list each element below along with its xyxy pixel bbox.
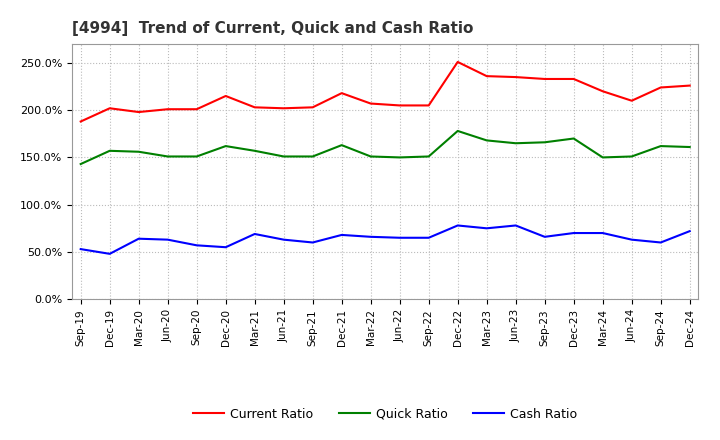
Quick Ratio <box>251 148 259 154</box>
Quick Ratio <box>482 138 491 143</box>
Quick Ratio <box>424 154 433 159</box>
Current Ratio <box>279 106 288 111</box>
Quick Ratio <box>657 143 665 149</box>
Cash Ratio <box>657 240 665 245</box>
Quick Ratio <box>627 154 636 159</box>
Current Ratio <box>424 103 433 108</box>
Quick Ratio <box>454 128 462 134</box>
Cash Ratio <box>627 237 636 242</box>
Current Ratio <box>598 88 607 94</box>
Cash Ratio <box>76 246 85 252</box>
Quick Ratio <box>135 149 143 154</box>
Quick Ratio <box>338 143 346 148</box>
Quick Ratio <box>105 148 114 154</box>
Line: Current Ratio: Current Ratio <box>81 62 690 121</box>
Current Ratio <box>76 119 85 124</box>
Quick Ratio <box>685 144 694 150</box>
Current Ratio <box>135 110 143 115</box>
Current Ratio <box>627 98 636 103</box>
Cash Ratio <box>105 251 114 257</box>
Quick Ratio <box>279 154 288 159</box>
Legend: Current Ratio, Quick Ratio, Cash Ratio: Current Ratio, Quick Ratio, Cash Ratio <box>188 403 582 425</box>
Current Ratio <box>192 106 201 112</box>
Quick Ratio <box>598 155 607 160</box>
Current Ratio <box>570 76 578 81</box>
Cash Ratio <box>685 228 694 234</box>
Quick Ratio <box>395 155 404 160</box>
Cash Ratio <box>541 234 549 239</box>
Cash Ratio <box>163 237 172 242</box>
Current Ratio <box>251 105 259 110</box>
Quick Ratio <box>221 143 230 149</box>
Cash Ratio <box>279 237 288 242</box>
Current Ratio <box>395 103 404 108</box>
Current Ratio <box>366 101 375 106</box>
Cash Ratio <box>395 235 404 240</box>
Cash Ratio <box>366 234 375 239</box>
Current Ratio <box>454 59 462 65</box>
Current Ratio <box>105 106 114 111</box>
Current Ratio <box>685 83 694 88</box>
Current Ratio <box>657 85 665 90</box>
Text: [4994]  Trend of Current, Quick and Cash Ratio: [4994] Trend of Current, Quick and Cash … <box>72 21 473 36</box>
Cash Ratio <box>424 235 433 240</box>
Quick Ratio <box>76 161 85 167</box>
Cash Ratio <box>598 231 607 236</box>
Quick Ratio <box>511 141 520 146</box>
Current Ratio <box>308 105 317 110</box>
Quick Ratio <box>192 154 201 159</box>
Current Ratio <box>221 93 230 99</box>
Cash Ratio <box>308 240 317 245</box>
Cash Ratio <box>570 231 578 236</box>
Current Ratio <box>163 106 172 112</box>
Quick Ratio <box>308 154 317 159</box>
Cash Ratio <box>338 232 346 238</box>
Quick Ratio <box>163 154 172 159</box>
Cash Ratio <box>192 243 201 248</box>
Cash Ratio <box>251 231 259 237</box>
Line: Quick Ratio: Quick Ratio <box>81 131 690 164</box>
Quick Ratio <box>366 154 375 159</box>
Cash Ratio <box>221 245 230 250</box>
Line: Cash Ratio: Cash Ratio <box>81 225 690 254</box>
Quick Ratio <box>541 139 549 145</box>
Cash Ratio <box>454 223 462 228</box>
Quick Ratio <box>570 136 578 141</box>
Current Ratio <box>338 91 346 96</box>
Cash Ratio <box>511 223 520 228</box>
Current Ratio <box>541 76 549 81</box>
Current Ratio <box>511 74 520 80</box>
Current Ratio <box>482 73 491 79</box>
Cash Ratio <box>135 236 143 242</box>
Cash Ratio <box>482 226 491 231</box>
